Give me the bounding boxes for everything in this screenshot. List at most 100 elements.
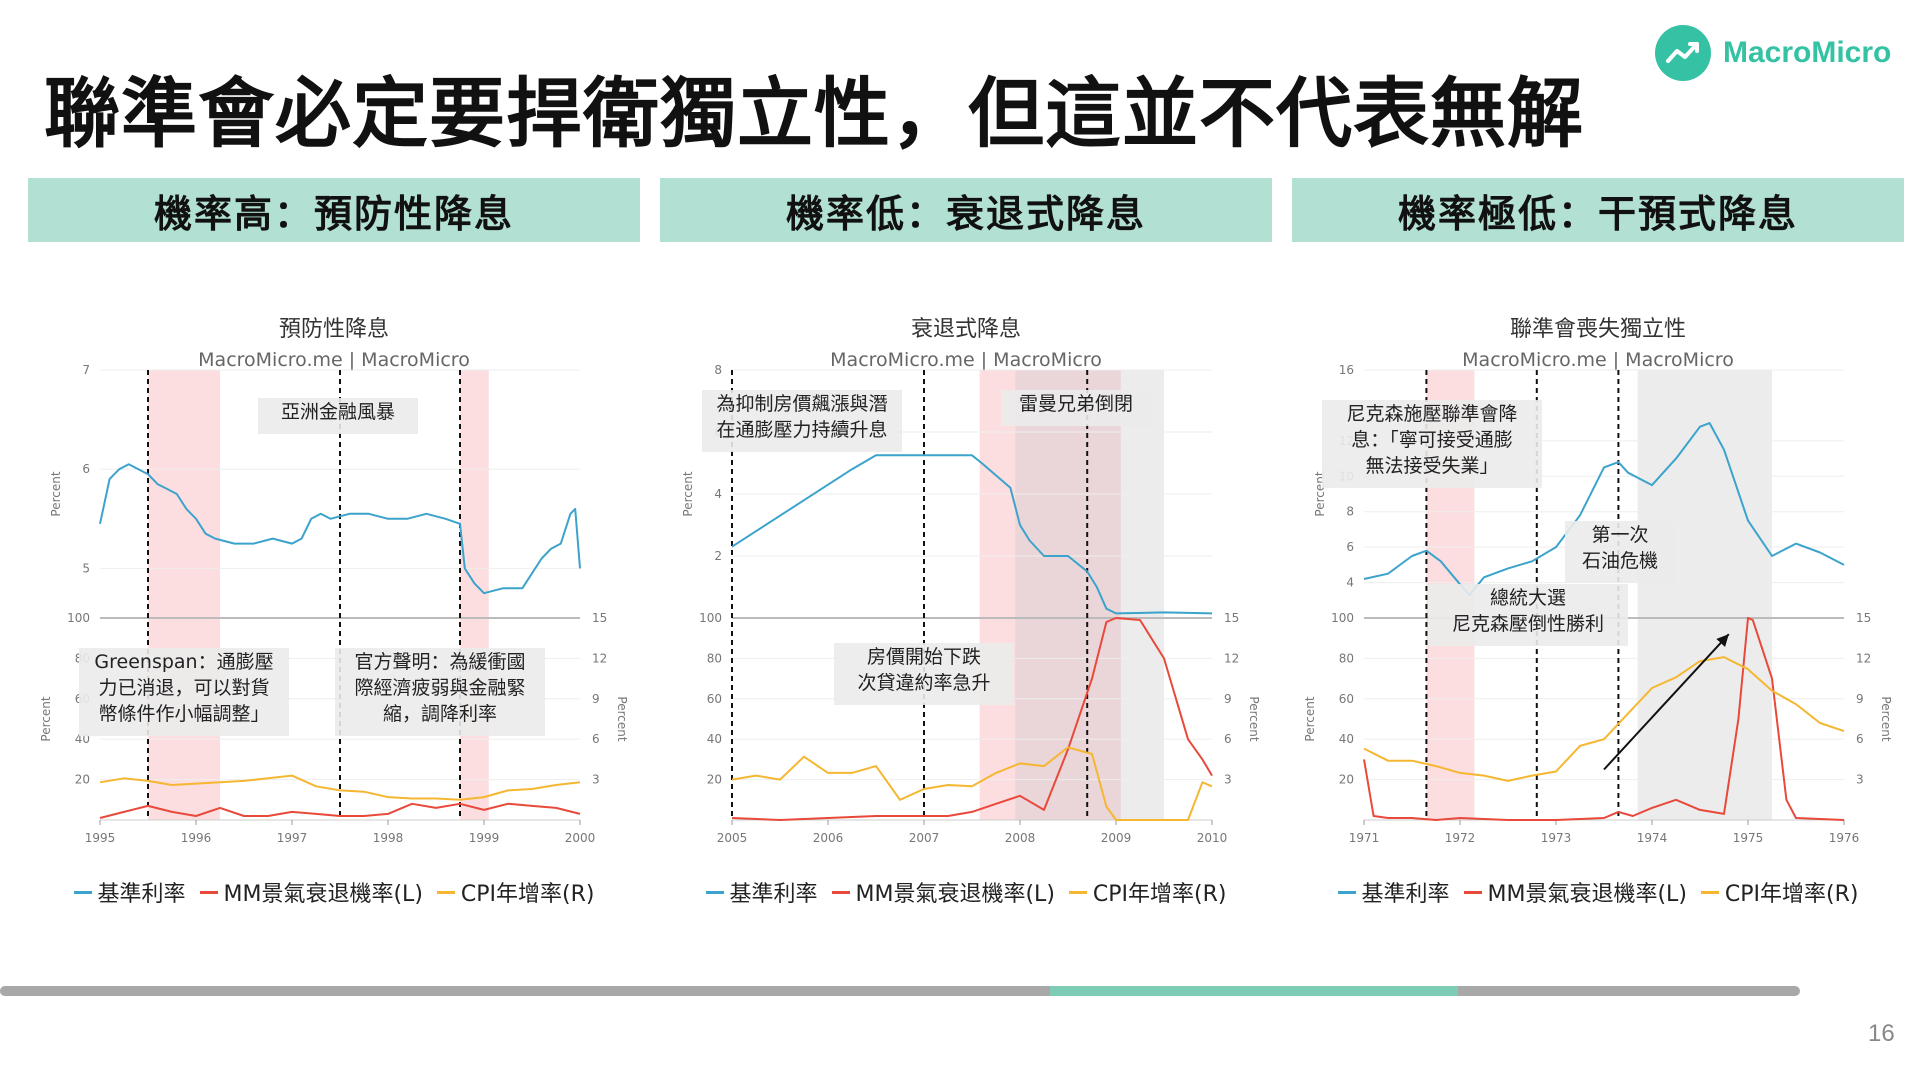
- annotation-box: [834, 643, 1014, 705]
- y-axis-label: Percent: [39, 696, 53, 741]
- x-tick-label: 2009: [1101, 831, 1132, 845]
- y-axis-label-right: Percent: [1879, 696, 1893, 741]
- x-tick-label: 1976: [1829, 831, 1860, 845]
- y-axis-label: Percent: [49, 471, 63, 516]
- legend-label: MM景氣衰退機率(L): [1487, 882, 1687, 907]
- y-axis-label-right: Percent: [1247, 696, 1261, 741]
- brand-name: MacroMicro: [1723, 36, 1892, 69]
- legend-item-recession: MM景氣衰退機率(L): [831, 876, 1055, 908]
- y-tick-label: 100: [699, 611, 722, 625]
- legend-item-cpi: CPI年增率(R): [1700, 876, 1858, 908]
- y-tick-label-right: 12: [1224, 651, 1239, 665]
- x-tick-label: 2005: [717, 831, 748, 845]
- x-tick-label: 2000: [565, 831, 596, 845]
- panel-banner: 機率低：衰退式降息: [660, 178, 1272, 242]
- x-tick-label: 1995: [85, 831, 116, 845]
- series-line-recession: [731, 617, 1213, 821]
- y-tick-label: 60: [1339, 692, 1354, 706]
- y-tick-label: 8: [714, 363, 722, 377]
- x-tick-label: 1997: [277, 831, 308, 845]
- annotation-text: 際經濟疲弱與金融緊: [354, 677, 525, 699]
- y-axis-label: Percent: [681, 471, 695, 516]
- annotation-text: 雷曼兄弟倒閉: [1019, 393, 1133, 415]
- x-tick-label: 2006: [813, 831, 844, 845]
- x-tick-label: 1975: [1733, 831, 1764, 845]
- y-tick-label: 20: [707, 773, 722, 787]
- chart-subtitle: MacroMicro.me | MacroMicro: [830, 349, 1102, 371]
- y-tick-label-right: 9: [592, 692, 600, 706]
- x-tick-label: 1996: [181, 831, 212, 845]
- series-line-rate: [731, 454, 1213, 615]
- legend-label: 基準利率: [729, 882, 818, 907]
- slide-title: 聯準會必定要捍衛獨立性，但這並不代表無解: [44, 69, 1584, 158]
- chart-panel-intervention: 機率極低：干預式降息 聯準會喪失獨立性 MacroMicro.me | Macro…: [1292, 178, 1904, 918]
- chart-svg: 衰退式降息 MacroMicro.me | MacroMicro 2 4 6 8 Perce…: [681, 317, 1261, 845]
- panel-banner: 機率極低：干預式降息: [1292, 178, 1904, 242]
- trend-arrow: [1603, 633, 1730, 771]
- x-tick-label: 1974: [1637, 831, 1668, 845]
- y-tick-label-right: 3: [592, 773, 600, 787]
- chart-title: 聯準會喪失獨立性: [1510, 317, 1686, 342]
- chart-panel-preventive: 機率高：預防性降息 預防性降息 MacroMicro.me | MacroMicr…: [28, 178, 640, 918]
- legend-label: MM景氣衰退機率(L): [223, 882, 423, 907]
- shaded-region: [1637, 370, 1772, 820]
- annotation-text: Greenspan：通膨壓: [94, 651, 273, 673]
- shaded-region: [979, 370, 1121, 820]
- x-tick-label: 1973: [1541, 831, 1572, 845]
- x-tick-label: 1999: [469, 831, 500, 845]
- series-line-recession: [99, 802, 581, 819]
- series-line-cpi: [99, 774, 581, 801]
- annotation-text: 幣條件作小幅調整」: [98, 703, 269, 725]
- annotation-box: [79, 648, 289, 736]
- x-tick-label: 1998: [373, 831, 404, 845]
- annotation-text: 官方聲明：為緩衝國: [354, 651, 525, 673]
- y-tick-label: 20: [1339, 773, 1354, 787]
- y-axis-label-right: Percent: [615, 696, 629, 741]
- y-tick-label: 4: [714, 487, 722, 501]
- legend-item-cpi: CPI年增率(R): [436, 876, 594, 908]
- page-number: 16: [1868, 1020, 1895, 1047]
- y-tick-label: 16: [1339, 363, 1354, 377]
- series-line-recession: [1363, 617, 1845, 821]
- annotation-text: 息：「寧可接受通膨: [1351, 429, 1513, 451]
- legend-label: CPI年增率(R): [1092, 882, 1227, 907]
- y-tick-label: 7: [82, 363, 90, 377]
- legend-label: 基準利率: [97, 882, 186, 907]
- progress-fill: [0, 986, 1800, 996]
- y-tick-label: 8: [1346, 505, 1354, 519]
- shaded-region: [1015, 370, 1164, 820]
- annotation-text: 力已消退，可以對貨: [98, 677, 269, 699]
- y-tick-label: 4: [1346, 576, 1354, 590]
- brand-logo: MacroMicro: [1655, 22, 1891, 84]
- y-tick-label-right: 6: [1224, 732, 1232, 746]
- y-tick-label: 80: [707, 651, 722, 665]
- annotation-box: [1322, 400, 1542, 488]
- x-tick-label: 2008: [1005, 831, 1036, 845]
- series-line-rate: [99, 463, 581, 595]
- y-axis-label: Percent: [1303, 696, 1317, 741]
- annotation-text: 為抑制房價飆漲與潛: [716, 393, 887, 415]
- x-tick-label: 2007: [909, 831, 940, 845]
- annotation-box: [702, 390, 902, 452]
- annotation-text: 次貸違約率急升: [857, 672, 990, 694]
- y-tick-label-right: 12: [592, 651, 607, 665]
- y-tick-label: 5: [82, 561, 90, 575]
- chart-trend-icon: [1655, 25, 1711, 81]
- chart-subtitle: MacroMicro.me | MacroMicro: [1462, 349, 1734, 371]
- legend-item-rate: 基準利率: [73, 876, 186, 908]
- shaded-region: [148, 370, 220, 820]
- annotation-box: [258, 398, 418, 434]
- x-tick-label: 2010: [1197, 831, 1228, 845]
- y-tick-label-right: 3: [1224, 773, 1232, 787]
- y-tick-label: 40: [1339, 732, 1354, 746]
- legend-item-cpi: CPI年增率(R): [1068, 876, 1227, 908]
- series-line-rate: [1363, 422, 1845, 596]
- y-tick-label: 6: [1346, 540, 1354, 554]
- annotation-box: [1428, 584, 1628, 646]
- legend-item-recession: MM景氣衰退機率(L): [199, 876, 423, 908]
- chart-legend: 基準利率 MM景氣衰退機率(L) CPI年增率(R): [660, 876, 1272, 908]
- annotation-text: 亞洲金融風暴: [281, 401, 395, 423]
- legend-item-rate: 基準利率: [705, 876, 818, 908]
- y-tick-label-right: 6: [592, 732, 600, 746]
